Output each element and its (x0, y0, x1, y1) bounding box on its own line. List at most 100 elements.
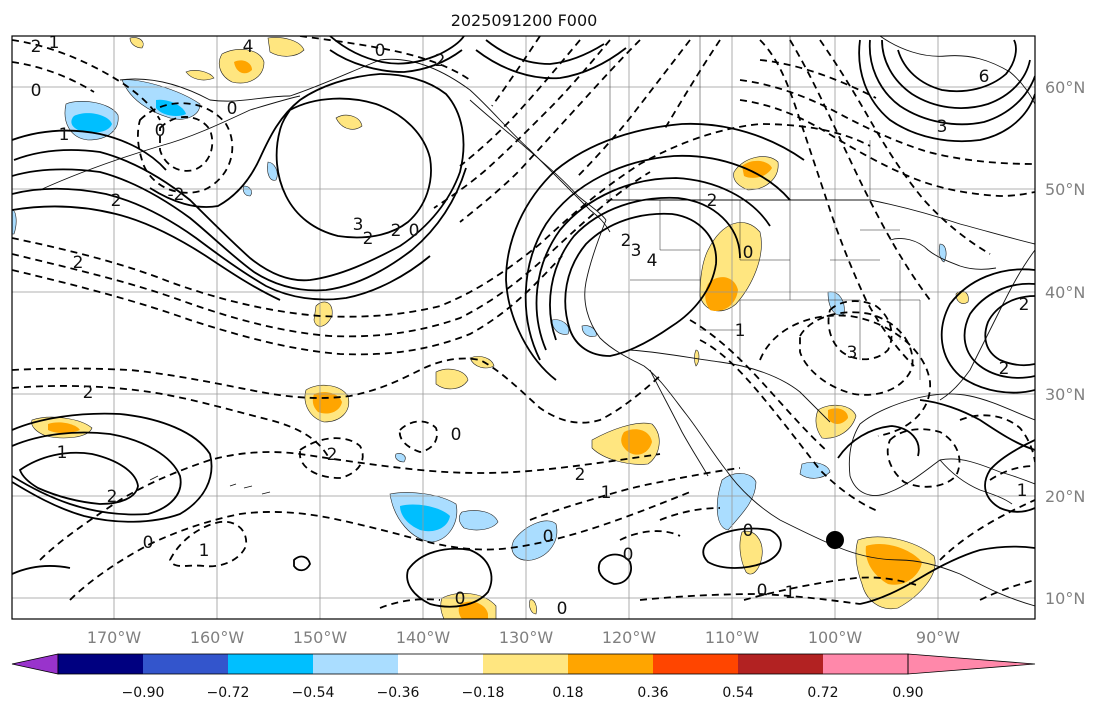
west-contour-1 (12, 412, 213, 523)
west-contour-3 (18, 451, 139, 505)
lat-label: 40°N (1045, 283, 1085, 302)
pos-area-montana-core (742, 160, 772, 178)
colorbar-extend-low (11, 653, 59, 675)
colorbar-tick-label: 0.18 (552, 685, 583, 701)
contour-label: 2 (327, 445, 338, 465)
contour-label: 0 (455, 589, 466, 609)
colorbar-tick-label: 0.54 (722, 685, 753, 701)
pos-area-alaska1-core (234, 60, 252, 74)
contour-label: 0 (623, 545, 634, 565)
contour-label: 0 (227, 99, 238, 119)
lat-label: 50°N (1045, 180, 1085, 199)
se-high-ring3 (984, 295, 1035, 367)
colorbar-tick-label: −0.54 (292, 685, 335, 701)
colorbar-tick-label: −0.90 (122, 685, 165, 701)
state-borders (609, 36, 921, 380)
contour-label: 0 (31, 81, 42, 101)
contour-label: 3 (937, 117, 948, 137)
contour-label: 2 (363, 229, 374, 249)
contour-label: 2 (111, 191, 122, 211)
hi-closed1 (406, 547, 493, 608)
contour-label: 1 (49, 33, 60, 53)
colorbar-tick-label: 0.90 (892, 685, 923, 701)
colorbar-ticks: −0.90 −0.72 −0.54 −0.36 −0.18 0.18 0.36 … (122, 685, 924, 701)
colorbar-segment (568, 654, 653, 674)
alaska-bend1 (485, 39, 605, 65)
contour-label: 0 (155, 121, 166, 141)
neg-area-aleutian-core (71, 113, 112, 133)
pos-area-alaska4 (129, 37, 144, 49)
pos-area-gulf (335, 114, 363, 130)
north-contour (329, 36, 465, 65)
contour-label: 2 (1019, 295, 1030, 315)
contour-label: 2 (575, 465, 586, 485)
pac-closed-small (597, 553, 632, 585)
cam-contour (859, 545, 1035, 605)
us-mexico-border (629, 349, 831, 423)
lon-label: 160°W (190, 628, 245, 647)
pos-area-texas-core (828, 408, 848, 424)
contour-label: 1 (57, 443, 68, 463)
pos-area-rockies-core (705, 277, 738, 312)
lon-label: 100°W (808, 628, 863, 647)
lon-label: 130°W (499, 628, 554, 647)
negative-shading (12, 79, 947, 561)
high-alaska-inner (275, 97, 432, 239)
contour-label: 2 (621, 231, 632, 251)
tiny-closed (293, 555, 311, 572)
lat-label: 30°N (1045, 385, 1085, 404)
colorbar-segment (228, 654, 313, 674)
pos-area-pac3 (435, 368, 469, 390)
lon-label: 170°W (87, 628, 142, 647)
negative-contours (12, 36, 1035, 609)
north-contour2 (329, 49, 463, 73)
pos-area-south2 (529, 599, 537, 615)
contour-label: 0 (543, 527, 554, 547)
neg-area-bering-core (156, 99, 186, 116)
contour-label: 0 (743, 243, 754, 263)
colorbar-segment (483, 654, 568, 674)
contour-label: 1 (1017, 481, 1028, 501)
colorbar-extend-high (907, 653, 1036, 675)
contour-label: 2 (83, 383, 94, 403)
contour-label: 4 (647, 251, 658, 271)
ne-lobe (919, 399, 1035, 451)
contour-label: 1 (199, 541, 210, 561)
aleutian-chain (39, 95, 301, 191)
colorbar (11, 653, 1036, 675)
colorbar-frame (57, 653, 909, 675)
colorbar-tick-label: 0.72 (807, 685, 838, 701)
colorbar-segment (58, 654, 143, 674)
longitude-axis: 170°W 160°W 150°W 140°W 130°W 120°W 110°… (87, 628, 960, 647)
latitude-axis: 60°N 50°N 40°N 30°N 20°N 10°N (1045, 78, 1085, 608)
lon-label: 90°W (916, 628, 960, 647)
contour-label: 0 (743, 521, 754, 541)
cal-low-ring1 (564, 212, 717, 357)
colorbar-segment (738, 654, 823, 674)
ne-high-ring2 (868, 39, 1035, 126)
colorbar-tick-label: −0.72 (207, 685, 250, 701)
pos-area-alaska3 (185, 70, 215, 81)
contour-label: 2 (107, 487, 118, 507)
pos-area-mexico-s (739, 530, 763, 575)
map-title: 2025091200 F000 (451, 11, 598, 30)
contour-label: 2 (73, 253, 84, 273)
contour-label: 2 (707, 191, 718, 211)
map-area: 2 1 0 1 0 -2 2 4 3 2 0 2 2 2 0 0 2 1 2 0… (12, 33, 1035, 619)
ne-high-ring3 (881, 39, 1031, 109)
lat-label: 60°N (1045, 78, 1085, 97)
contour-label: 2 (31, 37, 42, 57)
contour-label: 1 (735, 321, 746, 341)
high-alaska-ring3 (12, 187, 431, 301)
contour-label: 6 (979, 67, 990, 87)
lon-label: 140°W (396, 628, 451, 647)
contour-label: 3 (353, 215, 364, 235)
contour-label: 0 (557, 599, 568, 619)
neg-area-calif2 (581, 325, 597, 337)
hudson-bay (879, 36, 1035, 105)
lon-label: 150°W (293, 628, 348, 647)
mex-closed (702, 527, 782, 569)
neg-area-hawaii-core (400, 504, 450, 532)
location-dot (826, 531, 844, 549)
